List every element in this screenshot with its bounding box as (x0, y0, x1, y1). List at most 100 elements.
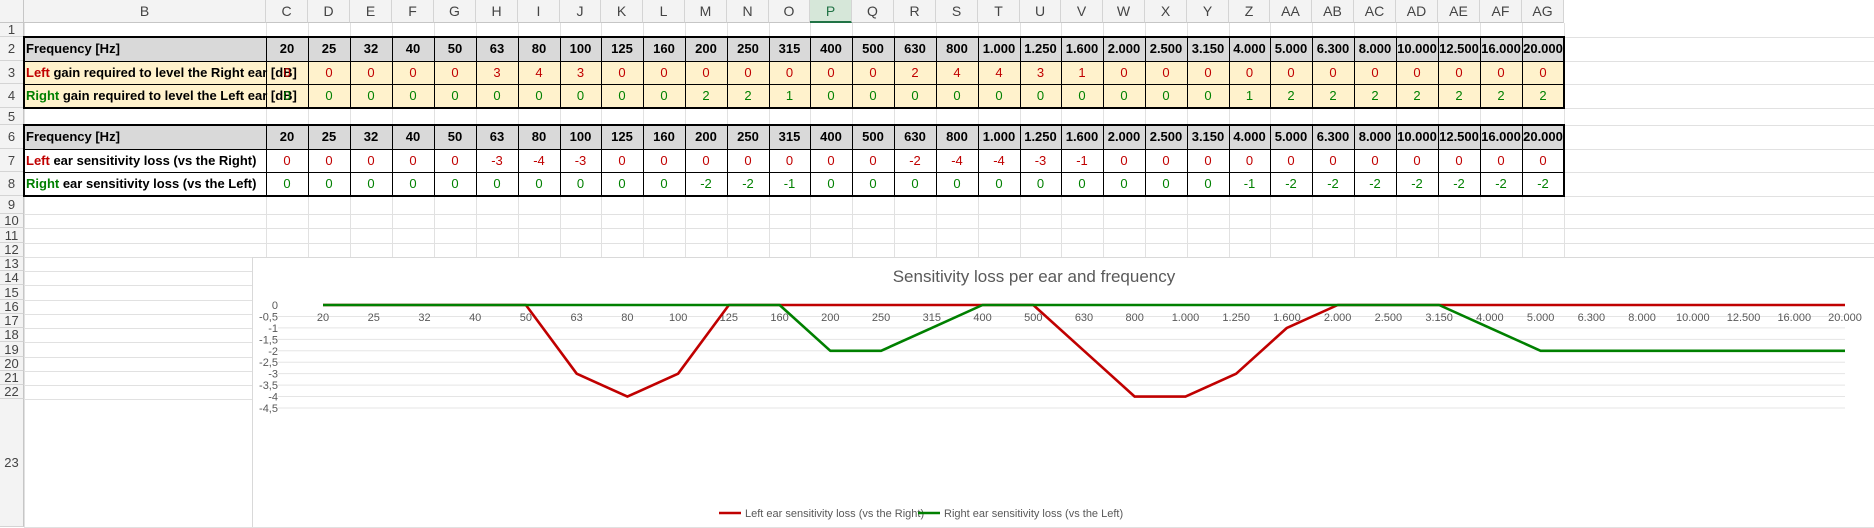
right-value-cell[interactable]: 0 (367, 88, 375, 103)
left-value-cell[interactable]: -3 (491, 153, 503, 168)
left-value-cell[interactable]: 0 (785, 65, 794, 80)
frequency-cell[interactable]: 8.000 (1358, 41, 1392, 56)
frequency-cell[interactable]: 250 (737, 129, 759, 144)
frequency-cell[interactable]: 80 (531, 129, 547, 144)
right-value-cell[interactable]: 0 (283, 176, 291, 191)
left-value-cell[interactable]: 0 (367, 153, 375, 168)
left-value-cell[interactable]: 0 (1204, 65, 1212, 80)
frequency-cell[interactable]: 400 (820, 41, 842, 56)
right-value-cell[interactable]: -2 (1327, 176, 1339, 191)
frequency-cell[interactable]: 800 (946, 41, 968, 56)
column-header[interactable]: J (560, 0, 601, 23)
right-value-cell[interactable]: 0 (995, 88, 1003, 103)
frequency-cell[interactable]: 40 (405, 41, 421, 56)
left-value-cell[interactable]: 0 (1120, 153, 1128, 168)
right-value-cell[interactable]: 0 (535, 176, 543, 191)
left-value-cell[interactable]: 0 (1455, 153, 1463, 168)
frequency-cell[interactable]: 500 (862, 129, 884, 144)
right-value-cell[interactable]: -1 (1243, 176, 1256, 191)
left-series-line[interactable] (323, 303, 1845, 398)
left-value-cell[interactable]: 0 (660, 65, 668, 80)
left-value-cell[interactable]: 0 (1413, 153, 1421, 168)
frequency-cell[interactable]: 6.300 (1316, 129, 1350, 144)
right-value-cell[interactable]: 0 (995, 176, 1003, 191)
column-header[interactable]: D (308, 0, 350, 23)
line-chart[interactable]: Sensitivity loss per ear and frequency 0-… (252, 257, 1874, 527)
select-all-corner[interactable] (0, 0, 24, 23)
row-header[interactable]: 16 (0, 300, 24, 314)
column-header[interactable]: AC (1354, 0, 1396, 23)
right-value-cell[interactable]: 0 (1162, 176, 1170, 191)
frequency-cell[interactable]: 63 (489, 41, 505, 56)
left-value-cell[interactable]: 0 (1245, 65, 1254, 80)
left-value-cell[interactable]: 0 (283, 153, 291, 168)
frequency-cell[interactable]: 12.500 (1439, 129, 1479, 144)
right-value-cell[interactable]: 2 (1413, 88, 1421, 103)
right-value-cell[interactable]: 0 (367, 176, 375, 191)
column-header[interactable]: AA (1270, 0, 1312, 23)
left-value-cell[interactable]: -4 (993, 153, 1005, 168)
right-series-line[interactable] (323, 303, 1845, 353)
right-value-cell[interactable]: 0 (869, 176, 877, 191)
left-value-cell[interactable]: 0 (702, 65, 710, 80)
left-value-cell[interactable]: 0 (1162, 65, 1170, 80)
right-value-cell[interactable]: 0 (1078, 176, 1086, 191)
left-value-cell[interactable]: 0 (1371, 153, 1379, 168)
row-header[interactable]: 4 (0, 84, 24, 108)
frequency-cell[interactable]: 32 (363, 129, 379, 144)
right-value-cell[interactable]: 0 (827, 176, 835, 191)
left-value-cell[interactable]: -4 (951, 153, 963, 168)
left-value-cell[interactable]: 0 (325, 65, 333, 80)
frequency-cell[interactable]: 2.500 (1149, 41, 1183, 56)
right-value-cell[interactable]: -2 (1537, 176, 1549, 191)
column-header[interactable]: F (392, 0, 434, 23)
column-header[interactable]: G (434, 0, 476, 23)
left-value-cell[interactable]: 0 (367, 65, 375, 80)
left-value-cell[interactable]: 0 (1539, 65, 1547, 80)
frequency-cell[interactable]: 10.000 (1397, 129, 1437, 144)
frequency-cell[interactable]: 160 (653, 129, 675, 144)
frequency-cell[interactable]: 250 (737, 41, 759, 56)
left-value-cell[interactable]: 4 (953, 65, 961, 80)
right-value-cell[interactable]: 0 (827, 88, 835, 103)
frequency-cell[interactable]: 80 (531, 41, 547, 56)
column-header[interactable]: O (769, 0, 810, 23)
frequency-cell[interactable]: 10.000 (1397, 41, 1437, 56)
row-header[interactable]: 15 (0, 285, 24, 300)
column-header[interactable]: Z (1229, 0, 1270, 23)
frequency-cell[interactable]: 630 (904, 41, 926, 56)
column-header[interactable]: AE (1438, 0, 1480, 23)
frequency-cell[interactable]: 4.000 (1233, 41, 1266, 56)
gain-table-frequency-label[interactable]: Frequency [Hz] (26, 41, 120, 56)
legend-entry[interactable]: Left ear sensitivity loss (vs the Right) (745, 508, 924, 520)
left-value-cell[interactable]: 0 (618, 65, 626, 80)
frequency-cell[interactable]: 2.000 (1107, 129, 1141, 144)
loss-table-frequency-label[interactable]: Frequency [Hz] (26, 129, 120, 144)
frequency-cell[interactable]: 50 (447, 129, 463, 144)
left-value-cell[interactable]: 4 (995, 65, 1003, 80)
left-value-cell[interactable]: 0 (827, 153, 835, 168)
legend-entry[interactable]: Right ear sensitivity loss (vs the Left) (944, 508, 1123, 520)
column-header[interactable]: U (1020, 0, 1061, 23)
left-value-cell[interactable]: 0 (1162, 153, 1170, 168)
frequency-cell[interactable]: 50 (447, 41, 463, 56)
column-header[interactable]: L (643, 0, 685, 23)
right-value-cell[interactable]: 1 (785, 88, 794, 103)
frequency-cell[interactable]: 20.000 (1523, 129, 1563, 144)
frequency-cell[interactable]: 20.000 (1523, 41, 1563, 56)
frequency-cell[interactable]: 1.250 (1024, 129, 1057, 144)
column-header[interactable]: AD (1396, 0, 1438, 23)
frequency-cell[interactable]: 2.000 (1107, 41, 1141, 56)
left-value-cell[interactable]: 0 (827, 65, 835, 80)
column-header[interactable]: P (810, 0, 852, 23)
gain-table-right-label[interactable]: Right gain required to level the Left ea… (24, 84, 297, 108)
loss-table-left-label[interactable]: Left ear sensitivity loss (vs the Right) (24, 149, 266, 172)
column-header[interactable]: AB (1312, 0, 1354, 23)
row-header[interactable]: 12 (0, 243, 24, 257)
frequency-cell[interactable]: 3.150 (1191, 129, 1225, 144)
row-header[interactable]: 11 (0, 228, 24, 243)
column-header[interactable]: E (350, 0, 392, 23)
row-header[interactable]: 2 (0, 37, 24, 61)
right-value-cell[interactable]: 0 (869, 88, 877, 103)
